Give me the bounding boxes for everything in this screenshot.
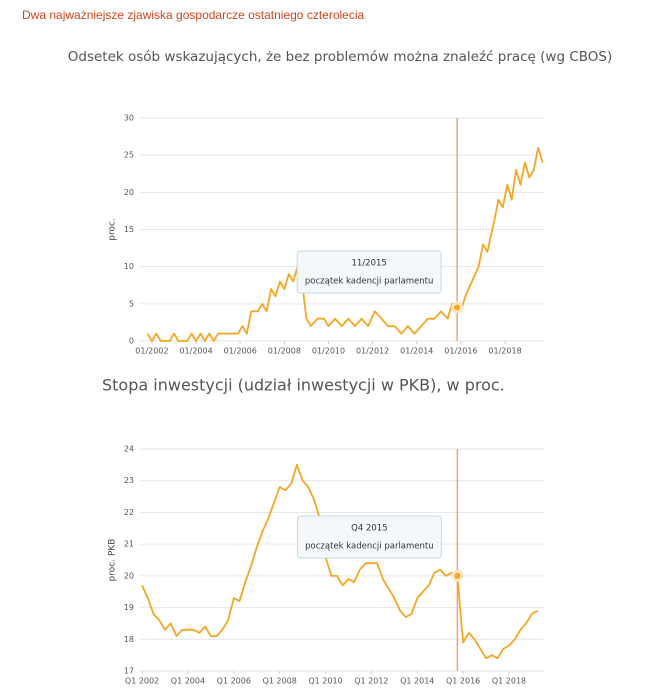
highlight-point bbox=[451, 301, 464, 314]
y-axis-label: proc. PKB bbox=[108, 539, 118, 582]
x-tick-label: 01/2006 bbox=[224, 347, 257, 356]
y-tick-label: 17 bbox=[124, 667, 134, 676]
x-tick-label: 01/2008 bbox=[268, 347, 301, 356]
chart-title: Stopa inwestycji (udział inwestycji w PK… bbox=[102, 376, 505, 395]
y-tick-label: 23 bbox=[124, 476, 134, 485]
annotation-text: początek kadencji parlamentu bbox=[305, 277, 434, 287]
x-tick-label: Q1 2016 bbox=[446, 677, 480, 686]
x-tick-label: 01/2016 bbox=[444, 347, 477, 356]
x-tick-label: Q1 2010 bbox=[308, 677, 342, 686]
x-tick-label: Q1 2014 bbox=[400, 677, 434, 686]
x-tick-label: 01/2018 bbox=[488, 347, 521, 356]
chart-title: Odsetek osób wskazujących, że bez proble… bbox=[68, 49, 613, 65]
y-tick-label: 30 bbox=[124, 114, 134, 123]
y-tick-label: 20 bbox=[124, 571, 134, 580]
data-line bbox=[146, 146, 544, 342]
y-axis-label: proc. bbox=[108, 218, 118, 241]
y-tick-label: 0 bbox=[129, 337, 134, 346]
x-tick-label: Q1 2008 bbox=[263, 677, 297, 686]
y-tick-label: 22 bbox=[124, 508, 134, 517]
annotation-box bbox=[296, 250, 442, 294]
x-tick-label: 01/2004 bbox=[179, 347, 212, 356]
x-tick-label: Q1 2002 bbox=[125, 677, 159, 686]
y-tick-label: 19 bbox=[124, 603, 134, 612]
y-tick-label: 20 bbox=[124, 188, 134, 197]
annotation-box bbox=[296, 515, 442, 559]
x-tick-label: Q1 2012 bbox=[354, 677, 388, 686]
x-tick-label: 01/2014 bbox=[400, 347, 433, 356]
highlight-point bbox=[451, 569, 464, 582]
y-tick-label: 21 bbox=[124, 540, 134, 549]
data-line bbox=[141, 464, 539, 660]
x-tick-label: 01/2010 bbox=[312, 347, 345, 356]
y-tick-label: 15 bbox=[124, 225, 134, 234]
x-tick-label: Q1 2018 bbox=[492, 677, 526, 686]
annotation-label: 11/2015 bbox=[352, 259, 387, 269]
annotation-label: Q4 2015 bbox=[351, 524, 387, 534]
y-tick-label: 5 bbox=[129, 299, 134, 308]
annotation-text: początek kadencji parlamentu bbox=[305, 542, 434, 552]
x-tick-label: 01/2012 bbox=[356, 347, 389, 356]
x-tick-label: Q1 2004 bbox=[171, 677, 205, 686]
x-tick-label: 01/2002 bbox=[135, 347, 168, 356]
page-title: Dwa najważniejsze zjawiska gospodarcze o… bbox=[22, 8, 365, 22]
x-tick-label: Q1 2006 bbox=[217, 677, 251, 686]
y-tick-label: 24 bbox=[124, 445, 134, 454]
y-tick-label: 25 bbox=[124, 151, 134, 160]
y-tick-label: 18 bbox=[124, 635, 134, 644]
y-tick-label: 10 bbox=[124, 262, 134, 271]
